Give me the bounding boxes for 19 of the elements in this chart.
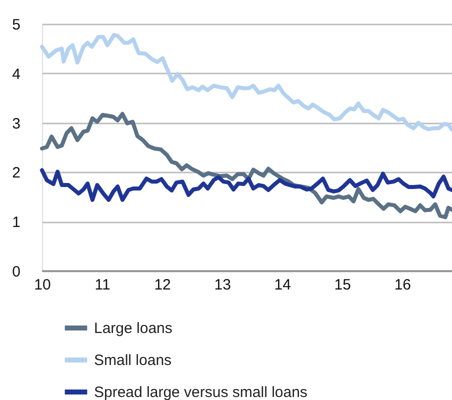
x-tick-label: 10 — [34, 276, 51, 294]
y-tick-label: 5 — [12, 16, 20, 34]
y-tick-label: 2 — [12, 164, 20, 182]
x-tick-label: 13 — [214, 276, 231, 294]
y-tick-label: 3 — [12, 115, 20, 132]
line-series — [40, 32, 452, 132]
legend-label: Large loans — [94, 320, 172, 337]
line-series — [40, 168, 452, 202]
x-tick-label: 16 — [394, 276, 412, 294]
x-tick-label: 15 — [334, 276, 351, 294]
line-series — [40, 112, 452, 220]
y-tick-label: 4 — [12, 66, 20, 83]
x-tick-label: 12 — [154, 276, 171, 294]
y-tick-label: 1 — [12, 214, 20, 232]
x-tick-label: 14 — [274, 276, 291, 294]
y-tick-label: 0 — [12, 264, 20, 280]
x-tick-label: 11 — [94, 276, 110, 294]
legend-label: Small loans — [94, 352, 172, 369]
legend-label: Spread large versus small loans — [94, 384, 308, 400]
